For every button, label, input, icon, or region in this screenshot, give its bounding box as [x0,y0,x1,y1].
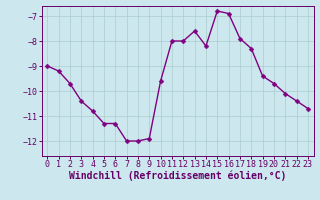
X-axis label: Windchill (Refroidissement éolien,°C): Windchill (Refroidissement éolien,°C) [69,171,286,181]
